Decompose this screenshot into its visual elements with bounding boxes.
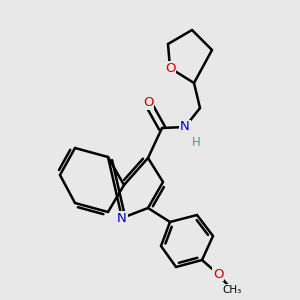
Text: O: O [213, 268, 223, 281]
Text: N: N [180, 121, 190, 134]
Text: H: H [192, 136, 200, 149]
Text: N: N [117, 212, 127, 224]
Text: O: O [165, 61, 175, 74]
Text: O: O [143, 97, 153, 110]
Text: CH₃: CH₃ [222, 285, 242, 295]
